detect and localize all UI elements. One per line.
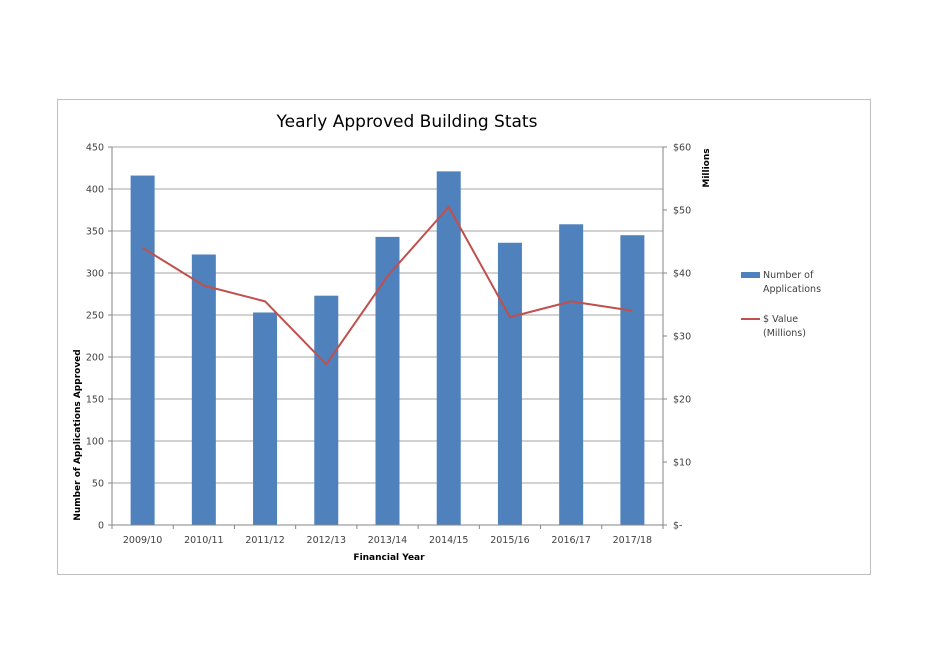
bar <box>497 242 522 525</box>
x-tick-label: 2011/12 <box>245 535 284 546</box>
legend-label-applications: Number of <box>763 270 814 281</box>
x-tick-label: 2009/10 <box>123 535 162 546</box>
bar-series <box>130 171 645 526</box>
legend: Number of Applications $ Value (Millions) <box>741 270 821 339</box>
y2-tick-label: $50 <box>673 206 691 217</box>
legend-label-applications: Applications <box>763 284 821 295</box>
y-tick-label: 350 <box>86 227 104 238</box>
x-tick-label: 2012/13 <box>307 535 346 546</box>
bar <box>191 254 216 525</box>
axes <box>108 146 667 529</box>
chart-svg: Yearly Approved Building Stats 0 50 100 150… <box>73 112 821 563</box>
y-tick-label: 200 <box>86 353 104 364</box>
y-tick-label: 50 <box>92 479 104 490</box>
x-tick-label: 2010/11 <box>184 535 223 546</box>
line-series <box>142 205 633 366</box>
bar <box>620 235 645 525</box>
bar <box>130 175 155 525</box>
y2-tick-labels: $- $10 $20 $30 $40 $50 $60 <box>673 143 691 532</box>
bar <box>314 295 339 525</box>
x-tick-label: 2015/16 <box>490 535 529 546</box>
y-tick-label: 100 <box>86 437 104 448</box>
x-tick-labels: 2009/10 2010/11 2011/12 2012/13 2013/14 2014/… <box>123 535 652 546</box>
y2-tick-label: $- <box>673 521 682 532</box>
bar <box>253 312 278 525</box>
x-axis-title: Financial Year <box>353 553 425 563</box>
x-tick-label: 2013/14 <box>368 535 407 546</box>
y-tick-label: 0 <box>98 521 104 532</box>
y-tick-label: 450 <box>86 143 104 154</box>
y-tick-label: 150 <box>86 395 104 406</box>
y-axis-title: Number of Applications Approved <box>73 349 83 520</box>
y-tick-label: 400 <box>86 185 104 196</box>
y2-tick-label: $40 <box>673 269 691 280</box>
legend-label-value: (Millions) <box>763 328 806 339</box>
y2-tick-label: $60 <box>673 143 691 154</box>
x-tick-label: 2016/17 <box>551 535 590 546</box>
y2-axis-title: Millions <box>702 148 712 187</box>
legend-swatch-applications <box>741 272 760 278</box>
y2-tick-label: $10 <box>673 458 691 469</box>
chart-title: Yearly Approved Building Stats <box>276 112 538 132</box>
y2-tick-label: $30 <box>673 332 691 343</box>
bar <box>559 224 584 525</box>
bar <box>436 171 461 526</box>
y-tick-label: 300 <box>86 269 104 280</box>
chart-frame: Yearly Approved Building Stats 0 50 100 150… <box>57 99 871 575</box>
legend-label-value: $ Value <box>763 314 798 325</box>
y-tick-label: 250 <box>86 311 104 322</box>
bar <box>375 236 400 525</box>
x-tick-label: 2014/15 <box>429 535 468 546</box>
y-tick-labels: 0 50 100 150 200 250 300 350 400 450 <box>86 143 104 532</box>
x-tick-label: 2017/18 <box>613 535 652 546</box>
y2-tick-label: $20 <box>673 395 691 406</box>
